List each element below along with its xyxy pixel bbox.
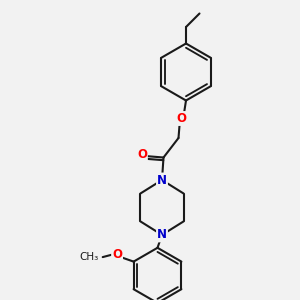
Text: CH₃: CH₃ (79, 252, 98, 262)
Text: N: N (157, 173, 167, 187)
Text: O: O (137, 148, 147, 161)
Text: O: O (112, 248, 122, 261)
Text: N: N (157, 228, 167, 242)
Text: O: O (176, 112, 187, 125)
